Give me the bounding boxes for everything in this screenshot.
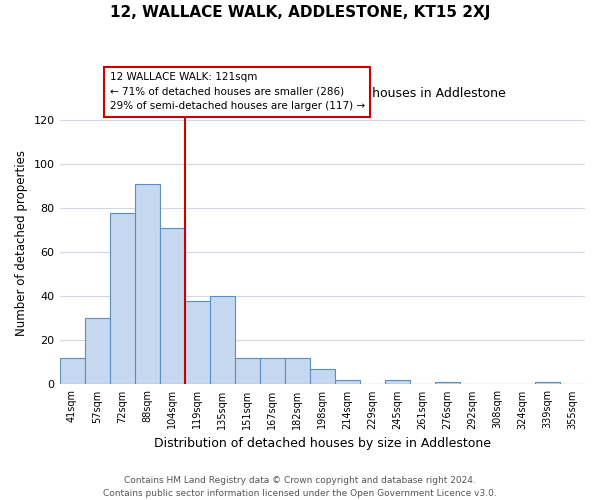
Bar: [285, 358, 310, 384]
Text: 12, WALLACE WALK, ADDLESTONE, KT15 2XJ: 12, WALLACE WALK, ADDLESTONE, KT15 2XJ: [110, 5, 490, 20]
Bar: [310, 369, 335, 384]
Bar: [385, 380, 410, 384]
Bar: [260, 358, 285, 384]
Bar: [110, 212, 134, 384]
Bar: [209, 296, 235, 384]
Bar: [535, 382, 560, 384]
Text: Contains HM Land Registry data © Crown copyright and database right 2024.
Contai: Contains HM Land Registry data © Crown c…: [103, 476, 497, 498]
Bar: [435, 382, 460, 384]
Bar: [185, 301, 209, 384]
X-axis label: Distribution of detached houses by size in Addlestone: Distribution of detached houses by size …: [154, 437, 491, 450]
Bar: [59, 358, 85, 384]
Bar: [335, 380, 360, 384]
Y-axis label: Number of detached properties: Number of detached properties: [15, 150, 28, 336]
Bar: [235, 358, 260, 384]
Bar: [160, 228, 185, 384]
Title: Size of property relative to detached houses in Addlestone: Size of property relative to detached ho…: [139, 87, 506, 100]
Bar: [134, 184, 160, 384]
Bar: [85, 318, 110, 384]
Text: 12 WALLACE WALK: 121sqm
← 71% of detached houses are smaller (286)
29% of semi-d: 12 WALLACE WALK: 121sqm ← 71% of detache…: [110, 72, 365, 112]
